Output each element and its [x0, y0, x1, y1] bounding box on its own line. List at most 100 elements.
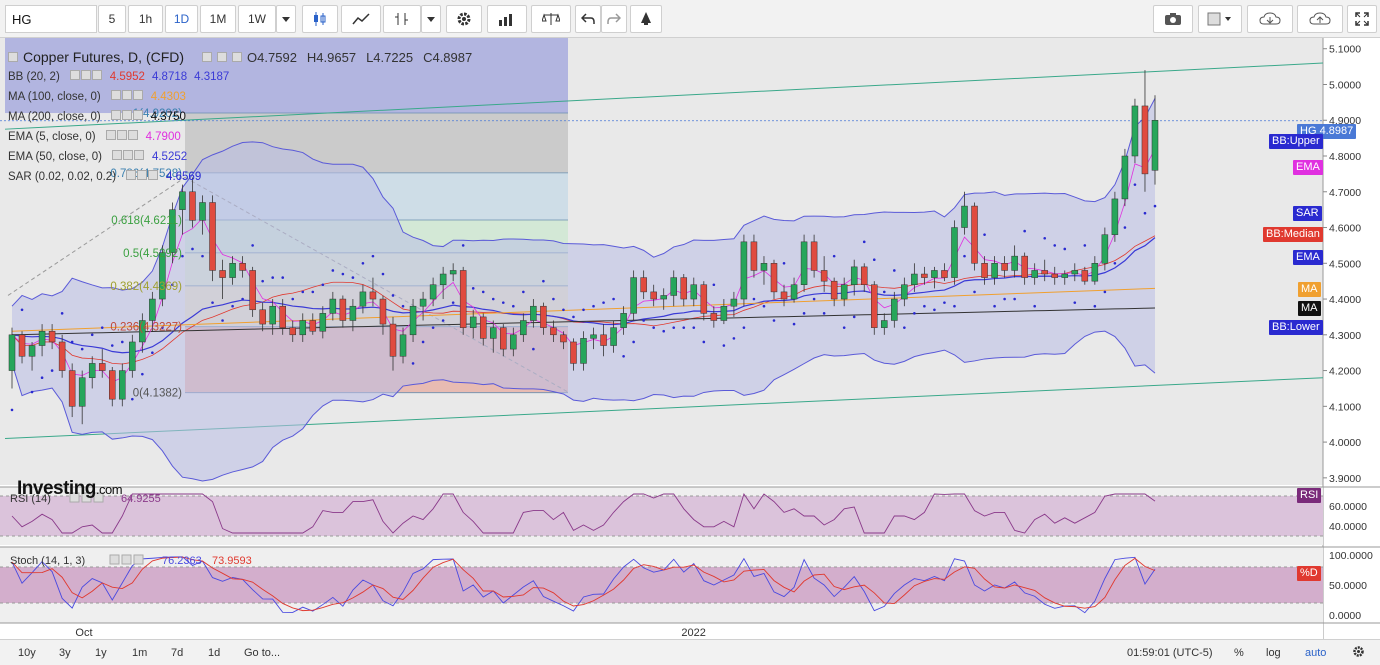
interval-dropdown-button[interactable] [276, 5, 296, 33]
ma200-line [11, 307, 1156, 336]
settings-icon[interactable] [121, 110, 132, 120]
candle-body [921, 273, 928, 278]
drawing-tools-button[interactable] [383, 5, 421, 33]
chart-area[interactable]: 1(4.9202)0.786(4.7528)0.618(4.6211)0.5(4… [0, 38, 1380, 639]
sar-dot [1113, 261, 1117, 265]
candle-body [1011, 255, 1018, 271]
settings-button[interactable] [446, 5, 482, 33]
range-3y-button[interactable]: 3y [59, 647, 71, 659]
percent-scale-button[interactable]: % [1234, 647, 1244, 659]
price-tick-label: 4.0000 [1329, 437, 1361, 449]
price-tick-label: 5.1000 [1329, 44, 1361, 56]
toggle-icon[interactable] [110, 110, 121, 120]
auto-scale-button[interactable]: auto [1305, 647, 1327, 659]
candle-body [129, 341, 136, 371]
candle-body [1081, 270, 1089, 282]
range-10y-button[interactable]: 10y [18, 647, 36, 659]
volume-button[interactable] [487, 5, 527, 33]
candle-body [670, 277, 677, 296]
collapse-icon[interactable] [8, 52, 18, 62]
alert-button[interactable] [630, 5, 662, 33]
goto-button[interactable]: Go to... [244, 647, 281, 659]
toggle-icon[interactable] [202, 52, 213, 62]
settings-button[interactable] [1352, 645, 1365, 661]
candle-body [590, 334, 597, 339]
close-icon[interactable] [127, 130, 138, 140]
sar-dot [311, 290, 315, 294]
sar-dot [301, 290, 305, 294]
settings-icon[interactable] [121, 90, 132, 100]
sar-dot [211, 301, 214, 304]
price-chart[interactable]: 1(4.9202)0.786(4.7528)0.618(4.6211)0.5(4… [0, 38, 1380, 639]
layout-button[interactable] [1198, 5, 1242, 33]
settings-icon[interactable] [116, 130, 127, 140]
sar-dot [1123, 226, 1127, 229]
range-1m-button[interactable]: 1m [132, 647, 148, 659]
drawing-dropdown-button[interactable] [421, 5, 441, 33]
sar-dot [70, 340, 74, 344]
sar-dot [953, 304, 956, 308]
sar-dot [1013, 297, 1016, 301]
toggle-icon[interactable] [111, 150, 122, 160]
close-icon[interactable] [232, 52, 243, 62]
log-scale-button[interactable]: log [1266, 647, 1281, 659]
close-icon[interactable] [148, 170, 159, 180]
sar-dot [431, 326, 435, 329]
candle-body [1001, 263, 1008, 271]
rsi-band [0, 496, 1323, 536]
range-1d-button[interactable]: 1d [208, 647, 221, 659]
range-7d-button[interactable]: 7d [171, 647, 184, 659]
screenshot-button[interactable] [1153, 5, 1193, 33]
sar-dot [110, 344, 114, 347]
clock-readout: 01:59:01 (UTC-5) [1127, 647, 1213, 659]
settings-icon[interactable] [122, 150, 133, 160]
close-icon[interactable] [133, 150, 144, 160]
candle-body [860, 266, 868, 285]
close-icon[interactable] [132, 110, 143, 120]
close-icon[interactable] [91, 70, 102, 80]
sar-dot [181, 254, 184, 258]
toggle-icon[interactable] [110, 90, 121, 100]
candle-type-button[interactable] [302, 5, 338, 33]
bar-chart-icon [499, 14, 512, 26]
range-1y-button[interactable]: 1y [95, 647, 107, 659]
candle-body [951, 227, 958, 278]
candle-body [510, 334, 517, 350]
toggle-icon[interactable] [105, 130, 116, 140]
interval-1h-button[interactable]: 1h [128, 5, 163, 33]
close-icon[interactable] [132, 90, 143, 100]
sar-dot [993, 304, 996, 308]
compare-button[interactable] [531, 5, 571, 33]
interval-5-button[interactable]: 5 [98, 5, 126, 33]
undo-button[interactable] [575, 5, 601, 33]
settings-icon[interactable] [217, 52, 228, 62]
save-chart-button[interactable] [1297, 5, 1343, 33]
indicators-button[interactable] [341, 5, 381, 33]
ohlc-open: O4.7592 [247, 49, 297, 65]
toggle-icon[interactable] [126, 170, 137, 180]
redo-button[interactable] [601, 5, 627, 33]
interval-1m-button[interactable]: 1M [200, 5, 236, 33]
toggle-icon[interactable] [69, 70, 80, 80]
candle-body [369, 291, 377, 300]
sar-dot [682, 326, 686, 329]
candle-body [48, 330, 56, 343]
chevron-down-icon [282, 16, 290, 22]
candle-body [1061, 273, 1069, 278]
candle-body [750, 241, 758, 271]
settings-icon[interactable] [80, 70, 91, 80]
sar-dot [612, 297, 615, 301]
indicator-value: 4.3750 [150, 110, 186, 123]
fullscreen-button[interactable] [1347, 5, 1377, 33]
symbol-input[interactable] [5, 5, 97, 33]
interval-1d-button[interactable]: 1D [165, 5, 198, 33]
chevron-down-icon [427, 16, 435, 22]
settings-icon[interactable] [137, 170, 148, 180]
load-chart-button[interactable] [1247, 5, 1293, 33]
sar-dot [381, 272, 385, 276]
undo-icon [581, 13, 595, 24]
candle-body [570, 341, 577, 364]
candle-body [931, 270, 938, 278]
sar-dot [241, 297, 244, 301]
interval-1w-button[interactable]: 1W [238, 5, 276, 33]
